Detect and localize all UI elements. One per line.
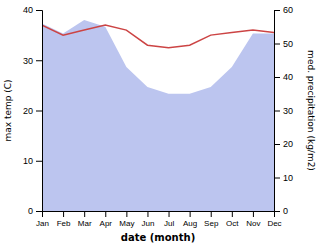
tick: 20: [23, 106, 42, 116]
tick-label: May: [119, 219, 134, 228]
tick-label: Nov: [246, 219, 260, 228]
tick-label: 20: [23, 106, 33, 116]
tick: 0: [28, 206, 42, 216]
tick-mark: [274, 178, 280, 179]
tick: Oct: [226, 211, 239, 228]
tick-label: 0: [28, 206, 33, 216]
tick-label: 50: [283, 39, 293, 49]
tick-label: 30: [283, 106, 293, 116]
tick-mark: [190, 211, 191, 217]
tick: 0: [274, 206, 288, 216]
tick-label: 10: [23, 156, 33, 166]
y-axis: 0 10 20 30 40: [23, 5, 43, 216]
y2-axis-title: med. precipitation (kg/m2): [306, 50, 316, 171]
tick: Apr: [100, 211, 113, 228]
chart: JanFebMarAprMayJunJulAugSepOctNovDec0102…: [0, 0, 318, 247]
tick-label: Dec: [267, 219, 281, 228]
tick: 50: [274, 39, 293, 49]
tick-label: Oct: [226, 219, 239, 228]
tick-mark: [274, 10, 280, 11]
tick-mark: [36, 10, 42, 11]
tick: 60: [274, 5, 293, 15]
tick-label: 60: [283, 5, 293, 15]
tick: Jun: [142, 211, 155, 228]
tick-mark: [274, 44, 280, 45]
tick-mark: [36, 211, 42, 212]
axis-line: [43, 212, 275, 218]
tick-mark: [84, 211, 85, 217]
tick-mark: [63, 211, 64, 217]
tick-mark: [253, 211, 254, 217]
tick: Feb: [57, 211, 71, 228]
tick-mark: [274, 111, 280, 112]
tick-mark: [36, 111, 42, 112]
y-axis-title: max temp (C): [3, 79, 13, 141]
tick-label: 10: [283, 173, 293, 183]
tick-mark: [232, 211, 233, 217]
tick-label: Apr: [100, 219, 113, 228]
tick-mark: [274, 211, 280, 212]
tick: Nov: [246, 211, 260, 228]
tick-label: Jul: [164, 219, 174, 228]
tick-label: 40: [23, 5, 33, 15]
tick: 40: [274, 72, 293, 82]
tick-label: Jun: [142, 219, 155, 228]
tick-label: Mar: [78, 219, 92, 228]
tick: 40: [23, 5, 42, 15]
tick-label: 20: [283, 139, 293, 149]
tick-mark: [211, 211, 212, 217]
x-axis: Jan Feb Mar Apr May Jun Jul Aug Sep Oct Nov Dec: [36, 211, 282, 228]
tick: Jan: [36, 211, 49, 228]
marks: [42, 20, 274, 211]
tick: 30: [274, 106, 293, 116]
plot-area: JanFebMarAprMayJunJulAugSepOctNovDec0102…: [23, 5, 293, 227]
x-axis-title: date (month): [121, 232, 195, 243]
tick-mark: [36, 161, 42, 162]
tick-mark: [105, 211, 106, 217]
tick: Jul: [164, 211, 174, 228]
tick: 10: [274, 173, 293, 183]
tick: Mar: [78, 211, 92, 228]
tick-mark: [36, 60, 42, 61]
tick-mark: [274, 77, 280, 78]
tick: 30: [23, 56, 42, 66]
tick-mark: [147, 211, 148, 217]
tick-label: Feb: [57, 219, 71, 228]
tick-label: 30: [23, 56, 33, 66]
line: [42, 25, 274, 48]
axis-line: [275, 11, 281, 212]
tick: Dec: [267, 211, 281, 228]
tick: 10: [23, 156, 42, 166]
tick: 20: [274, 139, 293, 149]
tick-label: Jan: [36, 219, 49, 228]
tick-label: Aug: [183, 219, 197, 228]
axis-line: [36, 11, 43, 212]
area: [42, 20, 274, 211]
tick: Sep: [204, 211, 219, 228]
tick-label: Sep: [204, 219, 219, 228]
tick-mark: [274, 144, 280, 145]
tick-label: 0: [283, 206, 288, 216]
y2-axis: 0 10 20 30 40 50 60: [274, 5, 293, 216]
tick: Aug: [183, 211, 197, 228]
tick-mark: [126, 211, 127, 217]
tick: May: [119, 211, 134, 228]
tick-label: 40: [283, 72, 293, 82]
tick-mark: [169, 211, 170, 217]
